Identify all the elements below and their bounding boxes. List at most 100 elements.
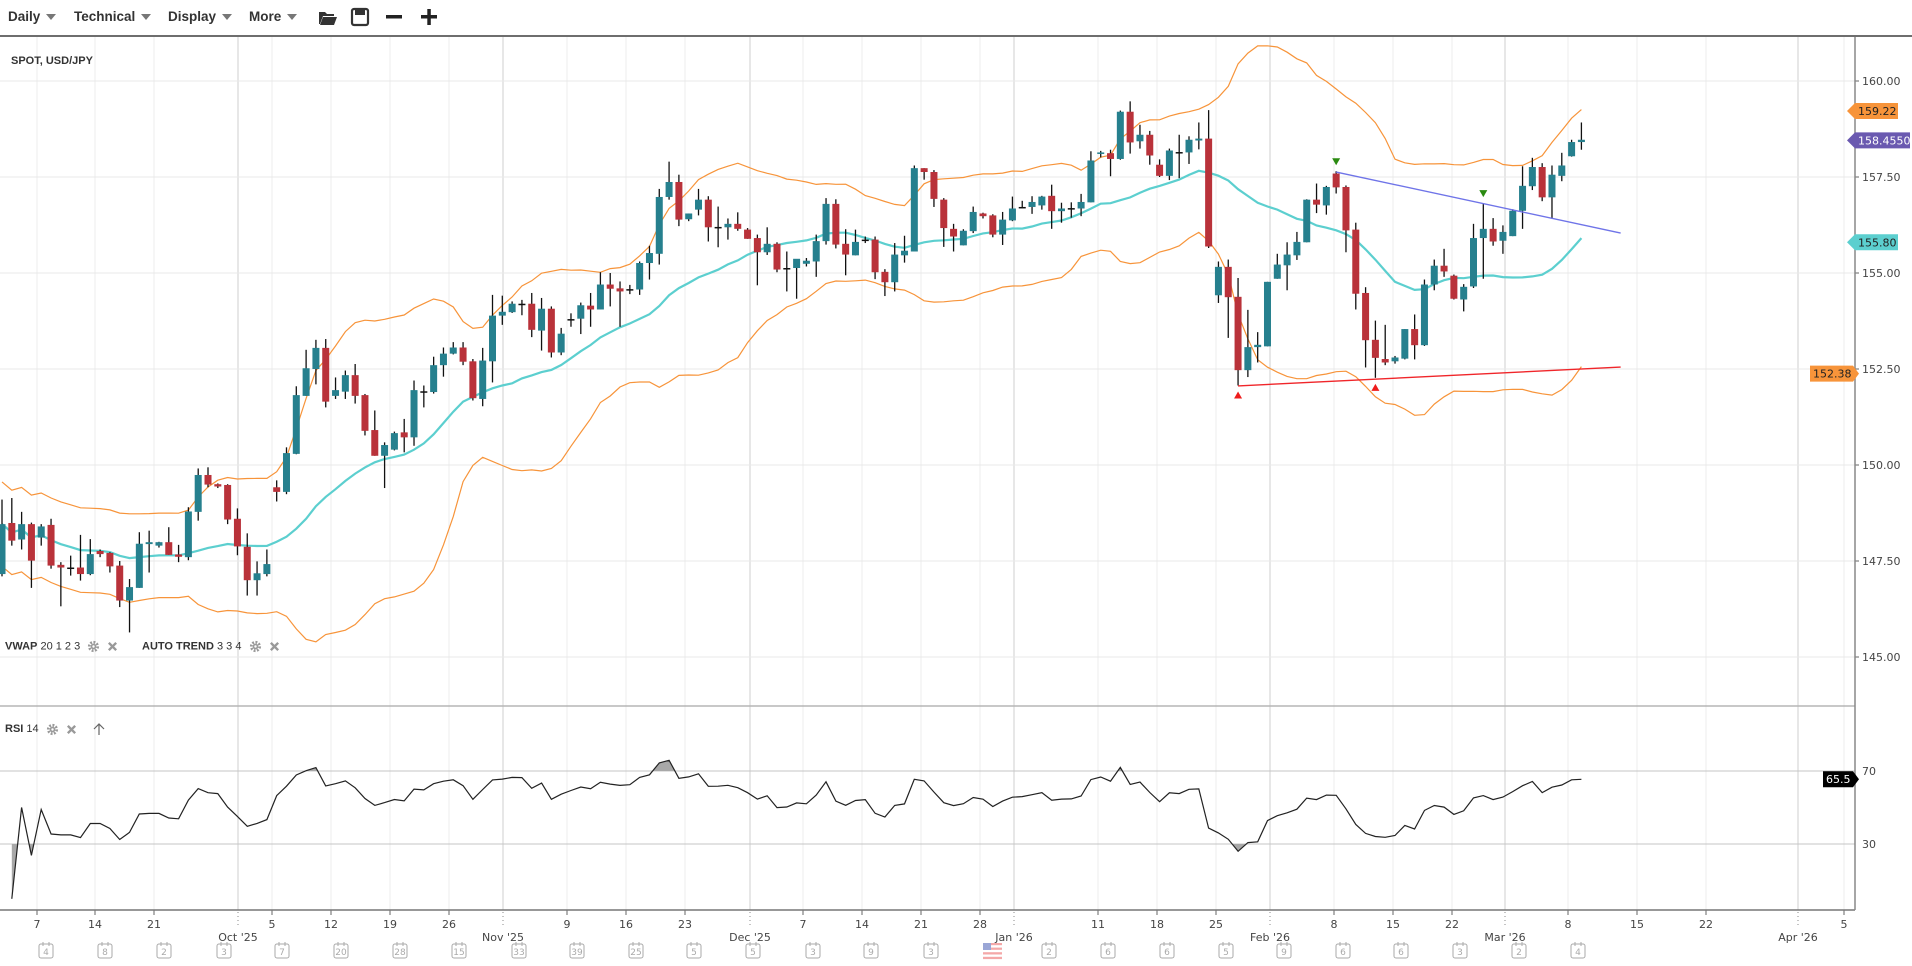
calendar-event-icon[interactable]: 8 [97,942,113,959]
middle-band-tag-text: 155.80 [1858,236,1897,249]
calendar-event-count: 9 [868,948,874,958]
calendar-event-count: 4 [43,948,49,958]
calendar-event-icon[interactable]: 6 [1393,942,1409,959]
candle [950,223,958,252]
candle-body [1116,111,1124,159]
rsi-legend: RSI 14 [5,722,106,736]
auto-trend-name: AUTO TREND [142,640,214,653]
candle-body [8,522,16,541]
calendar-event-icon[interactable]: 9 [1276,942,1292,959]
pivot-low-marker [1371,383,1380,391]
calendar-event-icon[interactable]: 3 [1452,942,1468,959]
calendar-event-icon[interactable]: 2 [1511,942,1527,959]
candle [626,284,634,295]
zoom-out-icon[interactable] [383,6,405,28]
candle-body [1568,142,1576,157]
candle-body [47,524,55,566]
chart-title: SPOT, USD/JPY [11,55,93,67]
candle [37,524,45,546]
candle-body [145,542,153,545]
candle [567,313,575,327]
candle [1548,165,1556,219]
pivot-high-marker [1332,158,1341,166]
gear-icon[interactable] [87,640,100,653]
gear-icon[interactable] [46,723,59,736]
candle [744,228,752,239]
candle [528,292,536,338]
calendar-event-icon[interactable]: 3 [805,942,821,959]
calendar-event-icon[interactable]: 2 [156,942,172,959]
open-folder-icon[interactable] [316,6,338,28]
calendar-event-icon[interactable]: 7 [274,942,290,959]
calendar-event-icon[interactable]: 2 [1041,942,1057,959]
rsi-overbought-fill [11,760,1582,771]
calendar-event-count: 3 [810,948,816,958]
calendar-event-icon[interactable]: 6 [1100,942,1116,959]
close-icon[interactable] [269,641,280,652]
menu-display[interactable]: Display [168,9,233,24]
save-icon[interactable] [349,6,371,28]
calendar-event-icon[interactable]: 9 [863,942,879,959]
menu-more[interactable]: More [249,9,298,24]
calendar-event-icon[interactable]: 33 [511,942,527,959]
close-icon[interactable] [107,641,118,652]
candle-body [1038,196,1046,206]
calendar-event-icon[interactable]: 15 [451,942,467,959]
lower-band-line [1,231,1582,643]
candle [27,522,35,588]
calendar-event-count: 28 [394,948,406,958]
menu-daily[interactable]: Daily [8,9,57,24]
calendar-event-icon[interactable]: 28 [392,942,408,959]
gear-icon[interactable] [249,640,262,653]
calendar-event-icon[interactable]: 20 [333,942,349,959]
candle-body [76,567,84,575]
candle-body [0,524,6,575]
calendar-event-icon[interactable]: 5 [686,942,702,959]
menu-more-label: More [249,9,282,24]
candle-body [400,432,408,438]
candle-body [1077,201,1085,209]
candle [96,549,104,558]
vwap-legend: VWAP 20 1 2 3 [5,640,118,653]
candle-body [626,289,634,291]
x-tick-label: 8 [1565,918,1572,931]
candle [390,431,398,451]
arrow-up-icon[interactable] [92,722,106,736]
close-icon[interactable] [66,724,77,735]
candle [1470,223,1477,288]
candles [0,101,1585,633]
candle-body [1371,339,1379,358]
calendar-event-icon[interactable]: 5 [1218,942,1234,959]
candle-body [1283,254,1291,266]
vwap-name: VWAP [5,640,38,653]
calendar-event-icon[interactable]: 4 [1570,942,1586,959]
candle-body [734,223,742,229]
candle-body [1214,266,1222,296]
x-tick-label: 26 [442,918,456,931]
candle [812,234,820,277]
candle [67,555,75,576]
calendar-event-icon[interactable]: 3 [923,942,939,959]
candle [1146,130,1154,165]
us-flag-icon[interactable] [983,943,1002,960]
calendar-event-icon[interactable]: 39 [569,942,585,959]
calendar-event-icon[interactable]: 3 [216,942,232,959]
calendar-event-count: 39 [571,948,583,958]
menu-daily-label: Daily [8,9,41,24]
calendar-event-icon[interactable]: 6 [1335,942,1351,959]
calendar-event-icon[interactable]: 4 [38,942,54,959]
candle-body [920,168,928,173]
candle-body [1028,201,1036,207]
rsi-name: RSI [5,722,24,735]
menu-technical[interactable]: Technical [74,9,152,24]
calendar-event-count: 7 [279,948,285,958]
calendar-event-icon[interactable]: 6 [1159,942,1175,959]
candle-body [1420,284,1428,346]
chevron-down-icon [46,14,57,21]
candle-body [1165,150,1173,176]
calendar-event-icon[interactable]: 25 [628,942,644,959]
zoom-in-icon[interactable] [418,6,440,28]
candle-body [1156,164,1164,176]
calendar-event-icon[interactable]: 5 [745,942,761,959]
